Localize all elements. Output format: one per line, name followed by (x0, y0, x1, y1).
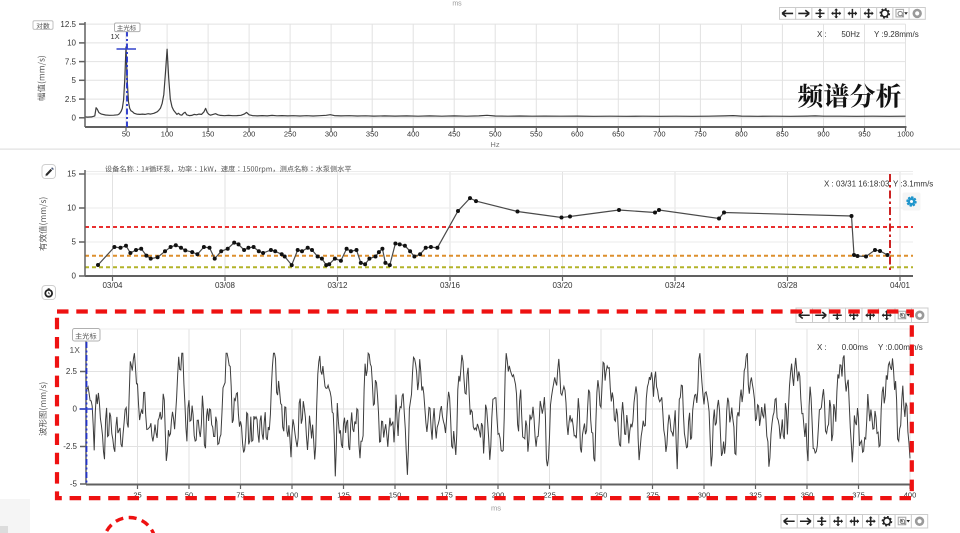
svg-text:950: 950 (858, 130, 871, 139)
svg-text:X :: X : (817, 30, 827, 39)
svg-text:Y :0.00mm/s: Y :0.00mm/s (878, 343, 923, 352)
svg-text:03/24: 03/24 (665, 281, 686, 290)
svg-text:75: 75 (236, 491, 244, 500)
svg-text:800: 800 (735, 130, 748, 139)
svg-text:400: 400 (407, 130, 420, 139)
svg-text:150: 150 (389, 491, 402, 500)
svg-text:375: 375 (852, 491, 865, 500)
svg-text:325: 325 (749, 491, 762, 500)
svg-text:50: 50 (185, 491, 193, 500)
svg-text:900: 900 (817, 130, 830, 139)
svg-text:X :: X : (817, 343, 827, 352)
svg-text:275: 275 (646, 491, 659, 500)
svg-text:700: 700 (653, 130, 666, 139)
svg-text:600: 600 (571, 130, 584, 139)
svg-text:350: 350 (801, 491, 814, 500)
svg-text:200: 200 (492, 491, 505, 500)
svg-text:0: 0 (72, 272, 77, 281)
svg-text:1X: 1X (111, 32, 120, 41)
svg-text:X : 03/31 16:18:03: X : 03/31 16:18:03 (824, 180, 890, 189)
svg-text:ms: ms (491, 504, 501, 513)
svg-text:50: 50 (122, 130, 130, 139)
svg-text:300: 300 (325, 130, 338, 139)
svg-text:12.5: 12.5 (60, 20, 76, 29)
svg-text:450: 450 (448, 130, 461, 139)
svg-text:2.5: 2.5 (66, 367, 78, 376)
svg-text:03/12: 03/12 (327, 281, 348, 290)
svg-text:125: 125 (337, 491, 350, 500)
svg-text:Hz: Hz (490, 140, 499, 149)
svg-text:03/04: 03/04 (102, 281, 123, 290)
svg-text:25: 25 (133, 491, 141, 500)
svg-text:200: 200 (243, 130, 256, 139)
svg-text:Y :3.1mm/s: Y :3.1mm/s (893, 180, 933, 189)
svg-text:250: 250 (595, 491, 608, 500)
svg-text:100: 100 (161, 130, 174, 139)
svg-text:500: 500 (489, 130, 502, 139)
svg-text:1000: 1000 (897, 130, 914, 139)
svg-text:150: 150 (202, 130, 215, 139)
svg-text:03/16: 03/16 (440, 281, 461, 290)
svg-text:550: 550 (530, 130, 543, 139)
svg-text:2.5: 2.5 (65, 95, 77, 104)
svg-text:650: 650 (612, 130, 625, 139)
svg-text:400: 400 (904, 491, 917, 500)
svg-text:750: 750 (694, 130, 707, 139)
svg-text:50Hz: 50Hz (841, 30, 860, 39)
svg-text:175: 175 (440, 491, 453, 500)
svg-text:100: 100 (286, 491, 299, 500)
svg-text:225: 225 (543, 491, 556, 500)
svg-text:1X: 1X (70, 345, 81, 355)
svg-text:350: 350 (366, 130, 379, 139)
svg-text:03/28: 03/28 (777, 281, 798, 290)
svg-text:-5: -5 (70, 480, 78, 489)
svg-text:7.5: 7.5 (65, 57, 77, 66)
svg-text:0: 0 (72, 114, 77, 123)
svg-text:10: 10 (67, 39, 76, 48)
svg-text:5: 5 (72, 76, 77, 85)
svg-text:10: 10 (67, 204, 76, 213)
svg-text:250: 250 (284, 130, 297, 139)
svg-text:0: 0 (73, 405, 78, 414)
svg-text:15: 15 (67, 170, 76, 179)
svg-text:ms: ms (452, 1, 462, 8)
svg-text:850: 850 (776, 130, 789, 139)
svg-text:300: 300 (698, 491, 711, 500)
svg-text:03/08: 03/08 (215, 281, 236, 290)
svg-text:Y :9.28mm/s: Y :9.28mm/s (874, 30, 919, 39)
svg-text:-2.5: -2.5 (63, 442, 77, 451)
svg-text:04/01: 04/01 (890, 281, 911, 290)
svg-text:03/20: 03/20 (552, 281, 573, 290)
svg-text:0.00ms: 0.00ms (842, 343, 868, 352)
svg-text:5: 5 (72, 238, 77, 247)
